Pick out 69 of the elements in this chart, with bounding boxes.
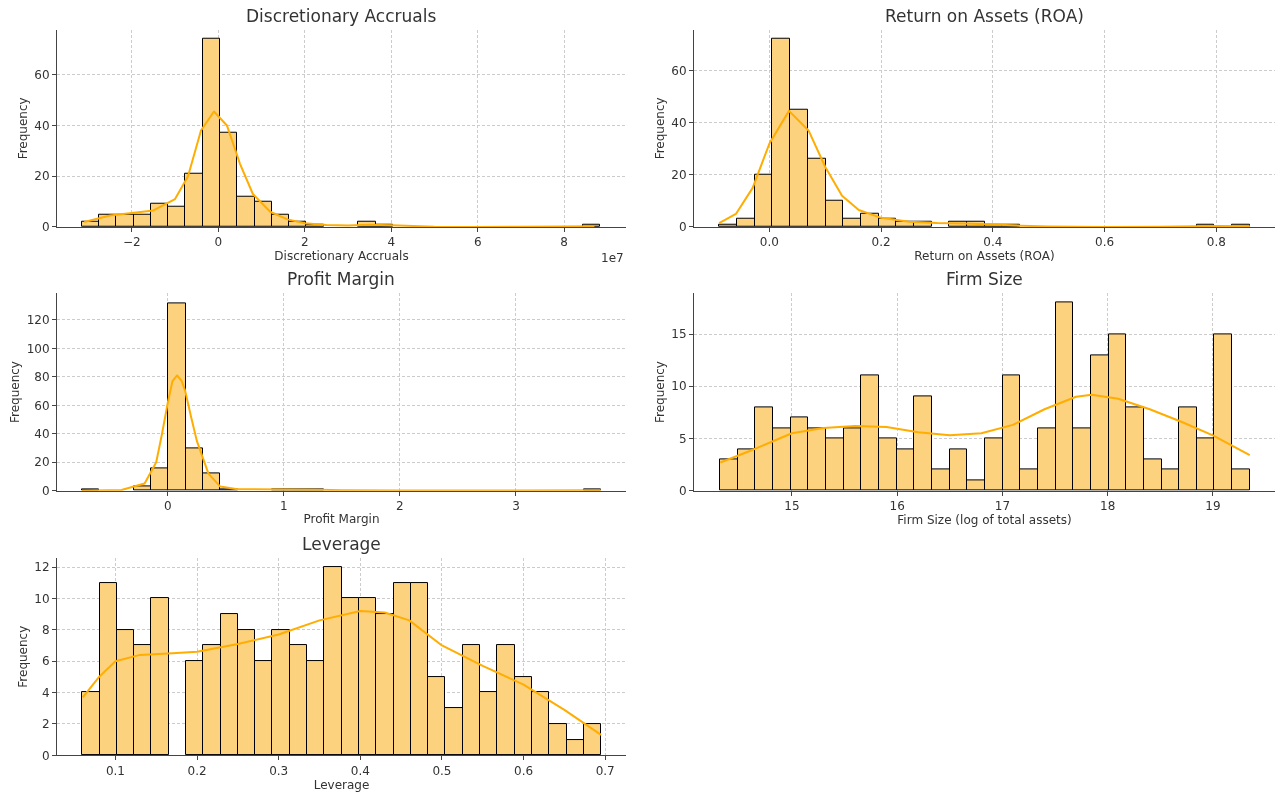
x-tick-label: 0.0 — [759, 235, 779, 250]
y-tick-label: 15 — [671, 327, 687, 342]
y-axis-title: Frequency — [652, 361, 667, 424]
x-tick-label: 8 — [560, 235, 568, 250]
x-tick-label: 0.5 — [432, 763, 452, 778]
x-tick-label: 1 — [280, 499, 288, 514]
x-tick-label: 4 — [387, 235, 396, 250]
x-tick-label: 15 — [784, 499, 800, 514]
x-tick-label: 6 — [473, 235, 482, 250]
y-axis-title: Frequency — [15, 97, 30, 160]
x-tick-label: 0.2 — [187, 763, 207, 778]
y-axis-title: Frequency — [652, 97, 667, 160]
chart-title: Return on Assets (ROA) — [885, 6, 1084, 26]
y-tick-label: 40 — [34, 118, 50, 133]
y-tick-label: 10 — [34, 591, 50, 606]
y-tick-label: 4 — [41, 685, 50, 700]
x-tick-label: 0.3 — [269, 763, 289, 778]
x-axis-title: Firm Size (log of total assets) — [897, 513, 1072, 528]
x-tick-label: 0 — [164, 499, 172, 514]
x-tick-label: 0.6 — [1095, 235, 1115, 250]
y-tick-label: 60 — [34, 67, 50, 82]
x-axis-title: Discretionary Accruals — [274, 249, 409, 264]
x-tick-label: 0.2 — [871, 235, 891, 250]
x-tick-label: 16 — [889, 499, 905, 514]
x-tick-label: 3 — [512, 499, 520, 514]
x-axis-title: Leverage — [313, 777, 370, 792]
y-tick-label: 10 — [671, 379, 687, 394]
x-axis-title: Profit Margin — [303, 511, 380, 526]
x-tick-label: 2 — [396, 499, 404, 514]
y-tick-label: 60 — [34, 398, 50, 413]
y-tick-label: 40 — [34, 426, 50, 441]
x-tick-label: 0.4 — [983, 235, 1003, 250]
x-tick-label: −2 — [122, 235, 141, 250]
y-axis-title: Frequency — [7, 361, 22, 424]
y-tick-label: 8 — [41, 622, 50, 637]
y-tick-label: 12 — [34, 560, 50, 575]
y-tick-label: 6 — [41, 654, 50, 669]
x-tick-label: 0.8 — [1206, 235, 1226, 250]
y-tick-label: 2 — [41, 717, 50, 732]
y-tick-label: 60 — [671, 63, 687, 78]
chart-title: Firm Size — [946, 269, 1023, 289]
chart-title: Leverage — [302, 534, 381, 554]
y-tick-label: 0 — [41, 220, 50, 235]
y-tick-label: 100 — [26, 341, 50, 356]
y-tick-label: 80 — [34, 370, 50, 385]
x-tick-label: 19 — [1205, 499, 1221, 514]
x-tick-label: 0.4 — [350, 763, 370, 778]
y-tick-label: 5 — [678, 431, 687, 446]
y-tick-label: 120 — [26, 313, 50, 328]
y-tick-label: 0 — [678, 220, 687, 235]
x-tick-label: 17 — [994, 499, 1011, 514]
x-tick-label: 0.1 — [105, 763, 125, 778]
x-tick-label: 2 — [300, 235, 309, 250]
chart-title: Profit Margin — [287, 269, 395, 289]
chart-title: Discretionary Accruals — [246, 6, 437, 26]
x-tick-label: 0.7 — [595, 763, 615, 778]
y-tick-label: 0 — [678, 483, 687, 498]
y-tick-label: 0 — [41, 483, 50, 498]
y-tick-label: 20 — [34, 455, 50, 470]
x-tick-label: 0 — [214, 235, 223, 250]
x-axis-title: Return on Assets (ROA) — [914, 249, 1055, 264]
x-tick-label: 0.6 — [514, 763, 534, 778]
x-tick-label: 18 — [1100, 499, 1116, 514]
y-tick-label: 40 — [671, 115, 687, 130]
y-tick-label: 20 — [671, 168, 687, 183]
y-tick-label: 20 — [34, 169, 50, 184]
y-tick-label: 0 — [41, 748, 50, 763]
y-axis-title: Frequency — [15, 625, 30, 688]
text: 1e7 — [601, 251, 624, 265]
